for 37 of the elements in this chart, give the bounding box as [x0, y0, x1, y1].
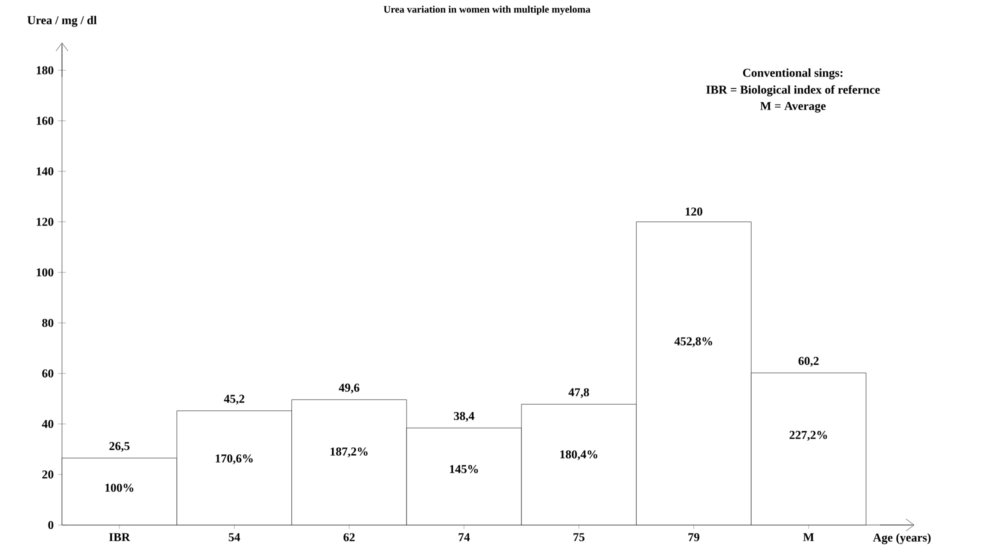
annotation: 100% [105, 484, 134, 492]
y-tick-label: 180 [36, 66, 54, 74]
y-tick-label: 100 [36, 268, 54, 276]
annotation: Conventional sings: [743, 68, 842, 80]
y-tick-label: 0 [48, 520, 54, 530]
x-axis-title: Age (years) [872, 533, 931, 544]
data-label: 45,2 [224, 394, 244, 405]
data-label: 120 [686, 208, 702, 216]
annotation: IBR = Biological index of refernce [706, 85, 880, 96]
annotation: 180,4% [560, 450, 598, 460]
annotation: 187,2% [330, 448, 368, 458]
data-label: 49,6 [338, 384, 360, 394]
x-tick-label: M [803, 533, 814, 542]
y-tick-label: 20 [42, 470, 54, 479]
annotation: 170,6% [216, 454, 253, 464]
x-tick-label: 79 [688, 533, 700, 542]
data-label: 47,8 [568, 388, 589, 398]
x-tick-label: 54 [228, 533, 240, 542]
y-tick-label: 60 [42, 369, 54, 378]
y-tick-label: 40 [42, 420, 54, 428]
x-tick-label: 74 [458, 533, 470, 542]
annotation: 145% [450, 465, 478, 474]
x-tick-label: 62 [344, 533, 355, 542]
y-tick-label: 160 [36, 116, 54, 125]
x-tick-label: IBR [109, 533, 130, 542]
data-label: 26,5 [109, 442, 130, 452]
x-tick-label: 75 [574, 533, 584, 542]
annotation: 452,8% [674, 337, 712, 348]
y-tick-label: 80 [42, 318, 54, 327]
annotation: M = Average [760, 102, 826, 113]
y-tick-label: 120 [36, 218, 54, 226]
chart-title: Urea variation in women with multiple myeloma [384, 6, 590, 15]
data-label: 60,2 [798, 356, 819, 367]
y-axis-title: Urea / mg / dl [27, 16, 97, 27]
annotation: 227,2% [790, 430, 827, 441]
data-label: 38,4 [454, 412, 474, 422]
y-tick-label: 140 [36, 167, 54, 176]
